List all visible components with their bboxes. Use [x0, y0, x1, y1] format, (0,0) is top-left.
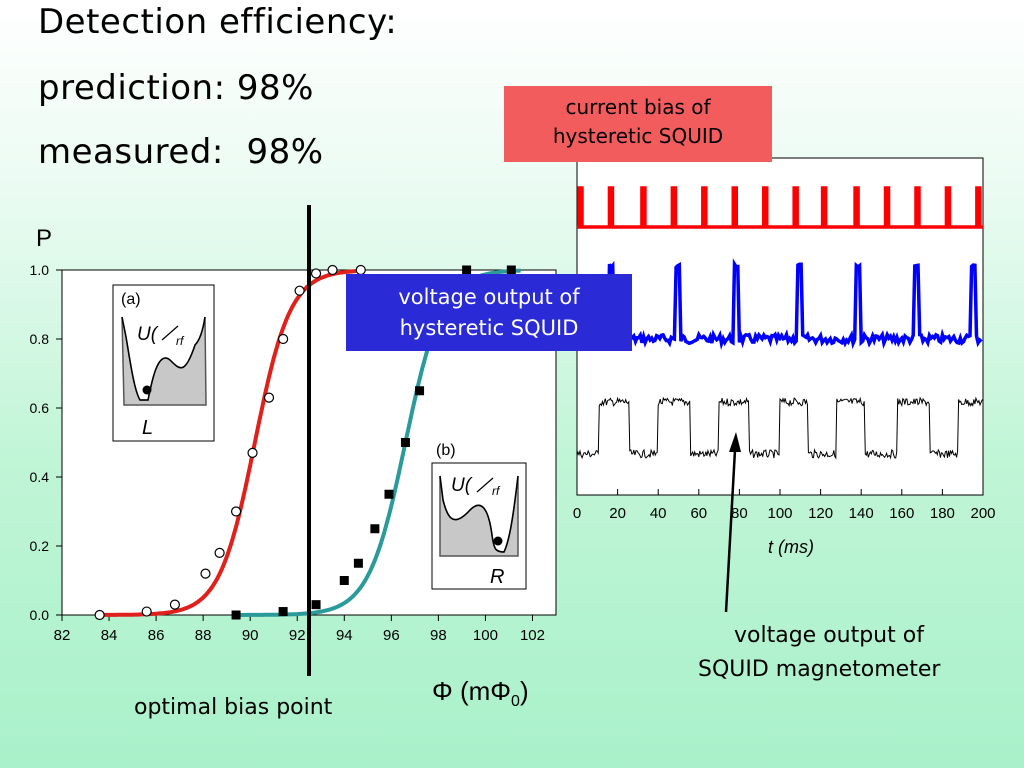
x-tick-label: 92 [289, 627, 306, 644]
time-tick-label: 140 [849, 505, 874, 522]
time-tick-label: 60 [690, 505, 707, 522]
square-marker [353, 558, 363, 568]
x-tick-label: 102 [520, 627, 545, 644]
square-marker [370, 524, 380, 534]
svg-text:rf: rf [176, 334, 185, 348]
x-axis-label: Φ (mΦ0) [432, 676, 529, 710]
time-axis-label: t (ms) [768, 537, 814, 557]
y-axis-label: P [36, 225, 52, 252]
square-marker [462, 265, 472, 275]
y-tick-label: 0.2 [30, 538, 50, 554]
inset-a-well: L [142, 417, 153, 439]
circle-marker [294, 285, 305, 296]
svg-text:rf: rf [492, 484, 501, 498]
circle-marker [263, 392, 275, 403]
y-tick-label: 1.0 [30, 262, 50, 278]
square-marker [311, 600, 321, 610]
headline-line-3: measured: 98% [38, 132, 324, 172]
square-marker [384, 489, 394, 499]
inset-a: (a) U( rf L [112, 284, 215, 442]
particle-a [142, 385, 152, 395]
circle-marker [141, 606, 152, 617]
inset-b-well: R [490, 566, 504, 588]
time-tick-label: 180 [930, 505, 955, 522]
circle-marker [214, 547, 225, 559]
time-tick-label: 0 [573, 505, 581, 522]
circle-marker [310, 268, 322, 279]
hysteretic-voltage-trace [576, 258, 983, 351]
y-tick-label: 0.4 [30, 469, 50, 485]
square-marker [231, 610, 241, 620]
square-marker [415, 386, 425, 396]
inset-a-label: U( [137, 324, 159, 345]
x-ticks: 82 84 86 88 90 92 94 96 98 100 102 [54, 615, 545, 644]
x-tick-label: 82 [54, 627, 71, 644]
x-tick-label: 98 [430, 627, 447, 644]
x-tick-label: 84 [101, 627, 118, 644]
x-tick-label: 96 [383, 627, 400, 644]
circle-marker [94, 609, 105, 621]
square-marker [506, 265, 516, 275]
square-marker [339, 576, 349, 585]
inset-b-tag: (b) [436, 442, 456, 459]
x-tick-label: 94 [336, 627, 353, 644]
time-tick-label: 200 [970, 505, 995, 522]
magnetometer-trace [576, 396, 984, 460]
x-tick-label: 88 [195, 627, 212, 644]
particle-b [493, 536, 503, 546]
circle-marker [230, 506, 242, 517]
trace-plot-area [576, 157, 984, 496]
headline-line-2: prediction: 98% [38, 68, 314, 108]
y-tick-label: 0.0 [30, 607, 50, 623]
circle-marker [247, 447, 258, 458]
time-ticks: 0 20 40 60 80 100 120 140 160 180 200 [573, 489, 996, 522]
magnetometer-callout-line-2: SQUID magnetometer [698, 657, 941, 682]
headline-line-1: Detection efficiency: [38, 2, 398, 42]
circle-marker [169, 599, 181, 610]
inset-a-tag: (a) [121, 291, 141, 308]
time-tick-label: 20 [609, 505, 626, 522]
red-fit-curve [99, 269, 357, 617]
magnetometer-callout-line-1: voltage output of [734, 623, 924, 648]
time-trace-chart: 0 20 40 60 80 100 120 140 160 180 200 t (ms) [573, 157, 996, 557]
y-tick-label: 0.6 [30, 400, 50, 416]
x-tick-label: 86 [148, 627, 165, 644]
time-tick-label: 100 [767, 505, 792, 522]
x-tick-label: 90 [242, 627, 259, 644]
hysteretic-voltage-callout: voltage output of hysteretic SQUID [346, 274, 632, 351]
time-tick-label: 80 [731, 505, 748, 522]
data-markers [94, 264, 516, 621]
circle-marker [278, 333, 289, 345]
circle-marker [327, 264, 338, 276]
inset-b-label: U( [451, 475, 473, 496]
magnetometer-arrow [724, 432, 741, 613]
y-tick-label: 0.8 [30, 331, 50, 347]
square-marker [278, 607, 288, 617]
square-marker [400, 438, 410, 447]
circle-marker [200, 568, 211, 579]
optimal-bias-label: optimal bias point [134, 695, 333, 720]
current-bias-trace [577, 186, 983, 229]
time-tick-label: 160 [889, 505, 914, 522]
current-bias-callout: current bias of hysteretic SQUID [504, 86, 772, 162]
inset-b: (b) U( rf R [431, 442, 527, 590]
y-ticks: 0.0 0.2 0.4 0.6 0.8 1.0 [30, 262, 62, 623]
x-tick-label: 100 [473, 627, 498, 644]
time-tick-label: 120 [808, 505, 833, 522]
time-tick-label: 40 [650, 505, 667, 522]
